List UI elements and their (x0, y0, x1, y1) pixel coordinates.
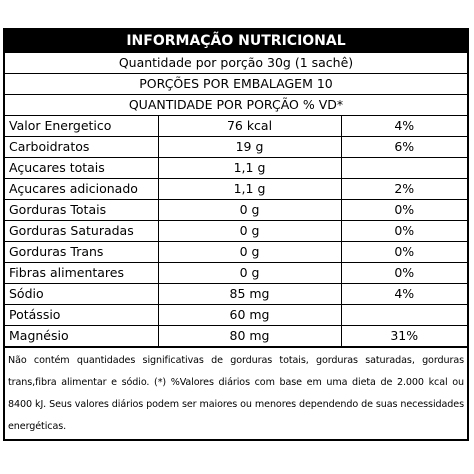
nutrient-name: Potássio (5, 304, 159, 326)
nutrient-amount: 0 g (157, 199, 342, 221)
table-row: Gorduras Saturadas 0 g 0% (5, 220, 467, 242)
nutrient-amount: 80 mg (157, 325, 342, 347)
nutrient-table: Valor Energetico 76 kcal 4% Carboidratos… (5, 115, 467, 347)
nutrient-daily-value: 0% (340, 262, 467, 284)
table-row: Sódio 85 mg 4% (5, 283, 467, 305)
nutrient-daily-value: 4% (340, 283, 467, 305)
nutrient-amount: 0 g (157, 262, 342, 284)
table-row: Açucares adicionado 1,1 g 2% (5, 178, 467, 200)
nutrient-name: Gorduras Totais (5, 199, 159, 221)
nutrient-daily-value (340, 157, 467, 179)
nutrient-amount: 0 g (157, 220, 342, 242)
nutrient-daily-value: 0% (340, 199, 467, 221)
nutrient-daily-value: 2% (340, 178, 467, 200)
table-row: Carboidratos 19 g 6% (5, 136, 467, 158)
nutrient-name: Açucares adicionado (5, 178, 159, 200)
table-row: Gorduras Totais 0 g 0% (5, 199, 467, 221)
portions-per-package: PORÇÕES POR EMBALAGEM 10 (5, 73, 467, 94)
nutrient-amount: 60 mg (157, 304, 342, 326)
nutrition-facts-panel: INFORMAÇÃO NUTRICIONAL Quantidade por po… (3, 28, 469, 441)
nutrient-name: Açucares totais (5, 157, 159, 179)
quantity-header: QUANTIDADE POR PORÇÃO % VD* (5, 94, 467, 115)
nutrient-amount: 19 g (157, 136, 342, 158)
nutrient-amount: 76 kcal (157, 115, 342, 137)
nutrient-name: Fibras alimentares (5, 262, 159, 284)
nutrient-name: Carboidratos (5, 136, 159, 158)
table-row: Valor Energetico 76 kcal 4% (5, 115, 467, 137)
nutrient-daily-value: 0% (340, 220, 467, 242)
table-row: Gorduras Trans 0 g 0% (5, 241, 467, 263)
footnote: Não contém quantidades significativas de… (5, 347, 467, 439)
nutrient-amount: 85 mg (157, 283, 342, 305)
panel-title: INFORMAÇÃO NUTRICIONAL (5, 30, 467, 52)
serving-size: Quantidade por porção 30g (1 sachê) (5, 52, 467, 73)
nutrient-amount: 1,1 g (157, 178, 342, 200)
nutrient-daily-value (340, 304, 467, 326)
nutrient-daily-value: 31% (340, 325, 467, 347)
nutrient-daily-value: 6% (340, 136, 467, 158)
table-row: Açucares totais 1,1 g (5, 157, 467, 179)
nutrient-name: Magnésio (5, 325, 159, 347)
nutrient-name: Gorduras Trans (5, 241, 159, 263)
table-row: Potássio 60 mg (5, 304, 467, 326)
nutrient-name: Valor Energetico (5, 115, 159, 137)
nutrient-name: Gorduras Saturadas (5, 220, 159, 242)
nutrient-amount: 0 g (157, 241, 342, 263)
nutrient-amount: 1,1 g (157, 157, 342, 179)
nutrient-daily-value: 0% (340, 241, 467, 263)
table-row: Magnésio 80 mg 31% (5, 325, 467, 347)
nutrient-daily-value: 4% (340, 115, 467, 137)
nutrient-name: Sódio (5, 283, 159, 305)
table-row: Fibras alimentares 0 g 0% (5, 262, 467, 284)
